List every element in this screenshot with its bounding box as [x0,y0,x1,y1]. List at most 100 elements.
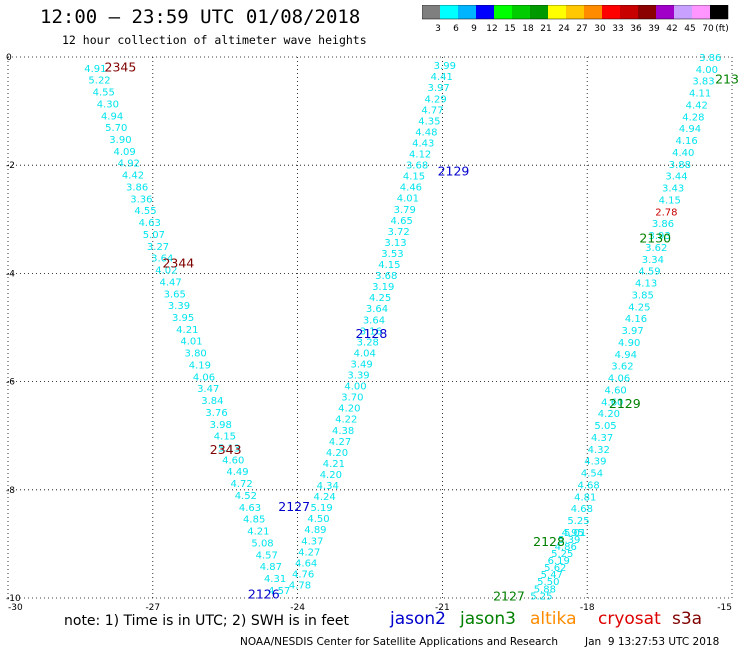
wave-height-value: 4.21 [247,527,269,538]
colorbar-label: (ft) [715,24,729,34]
wave-height-colorbar: 3 6 9 12 15 18 21 24 27 30 33 36 39 42 45 70 (ft) [422,5,729,34]
wave-height-value: 4.50 [307,514,329,525]
wave-height-value: 4.40 [672,148,694,159]
pass-number-label: 2128 [533,534,565,549]
wave-height-value: 4.76 [292,569,314,580]
wave-height-value: 4.02 [155,266,177,277]
wave-height-value: 5.19 [310,503,332,514]
colorbar-label: 6 [453,24,459,34]
wave-height-value: 3.90 [109,135,131,146]
wave-height-value: 4.87 [260,562,282,573]
wave-height-value: 4.27 [329,437,351,448]
legend-altika: altika [530,609,577,629]
wave-height-value: 5.22 [88,76,110,87]
wave-height-value: 4.57 [268,586,290,597]
wave-height-value: 5.62 [544,563,566,574]
wave-height-value: 3.86 [699,53,721,64]
wave-height-value: 4.30 [97,99,119,110]
colorbar-swatch [674,5,692,19]
wave-height-value: 4.06 [193,372,215,383]
y-tick-label: 0 [6,53,12,63]
colorbar-label: 45 [684,24,695,34]
wave-height-value: 4.15 [378,260,400,271]
wave-height-value: 4.38 [332,426,354,437]
wave-height-value: 4.47 [159,277,181,288]
colorbar-swatch [692,5,710,19]
wave-height-value: 5.25 [551,549,573,560]
colorbar-label: 70 [702,24,714,34]
wave-height-value: 3.19 [372,282,394,293]
wave-height-value: 4.31 [264,574,286,585]
wave-height-value: 5.13 [218,444,240,455]
wave-height-value: 4.60 [222,455,244,466]
colorbar-swatch [422,5,440,19]
wave-height-value: 4.72 [231,479,253,490]
colorbar-label: 33 [612,24,623,34]
wave-height-value: 3.53 [381,249,403,260]
wave-height-value: 3.72 [387,227,409,238]
wave-height-value: 4.37 [301,536,323,547]
wave-height-value: 4.63 [139,218,161,229]
wave-height-value: 5.01 [564,528,586,539]
wave-height-value: 5.05 [594,421,616,432]
wave-height-value: 5.25 [567,516,589,527]
wave-height-value: 3.47 [197,384,219,395]
wave-height-value: 4.21 [323,459,345,470]
wave-height-value: 3.70 [341,393,363,404]
colorbar-swatch [602,5,620,19]
wave-height-value: 3.43 [662,184,684,195]
wave-height-value: 4.42 [122,171,144,182]
colorbar-swatch [710,5,728,19]
wave-height-value: 4.52 [235,491,257,502]
wave-height-value: 4.65 [391,216,413,227]
wave-height-value: 5.47 [541,570,563,581]
wave-height-value: 4.91 [84,64,106,75]
pass-number-label: 2130 [639,231,671,246]
legend-cryosat: cryosat [598,609,661,629]
wave-height-value: 3.28 [357,337,379,348]
wave-height-value: 3.39 [347,371,369,382]
wave-height-value: 4.29 [424,94,446,105]
pass-number-label: 2127 [493,588,525,603]
wave-height-value: 4.49 [226,467,248,478]
wave-height-value: 3.13 [384,238,406,249]
wave-height-value: 4.09 [113,147,135,158]
wave-height-value: 3.93 [648,231,670,242]
colorbar-swatch [620,5,638,19]
wave-height-value: 4.63 [239,503,261,514]
wave-height-value: 4.90 [618,338,640,349]
pass-number-label: 2345 [105,60,137,75]
y-tick-label: -8 [6,486,15,496]
x-tick-label: -18 [580,603,595,610]
chart-subtitle: 12 hour collection of altimeter wave hei… [62,33,367,47]
chart-title: 12:00 – 23:59 UTC 01/08/2018 [40,6,361,28]
wave-height-value: 4.22 [335,415,357,426]
y-tick-label: -4 [6,269,15,279]
chart-footer: note: 1) Time is in UTC; 2) SWH is in fe… [0,608,740,648]
colorbar-label: 15 [504,24,515,34]
wave-height-value: 4.15 [659,195,681,206]
wave-height-value: 4.95 [562,528,584,539]
pass-number-label: 2131 [715,72,740,87]
wave-height-value: 4.15 [403,172,425,183]
wave-height-value: 3.62 [611,362,633,373]
wave-height-chart: -30 -27 -24 -21 -18 -150-2-4-6-8-104.915.224.… [6,53,740,610]
units-note: note: 1) Time is in UTC; 2) SWH is in fe… [64,613,350,629]
colorbar-label: 18 [522,24,534,34]
pass-number-label: 2127 [278,499,310,514]
colorbar-swatch [584,5,602,19]
colorbar-label: 39 [648,24,660,34]
wave-height-value: 3.16 [360,326,382,337]
wave-height-value: 3.88 [669,160,691,171]
wave-height-value: 4.64 [295,558,317,569]
wave-height-value: 3.86 [126,182,148,193]
wave-height-value: 4.55 [134,206,156,217]
wave-height-value: 3.36 [130,194,152,205]
wave-height-value: 4.39 [584,457,606,468]
wave-height-value: 4.94 [615,350,637,361]
colorbar-swatch [530,5,548,19]
wave-height-value: 4.13 [635,279,657,290]
wave-height-value: 3.34 [642,255,664,266]
wave-height-value: 4.94 [679,124,701,135]
wave-height-value: 3.97 [621,326,643,337]
